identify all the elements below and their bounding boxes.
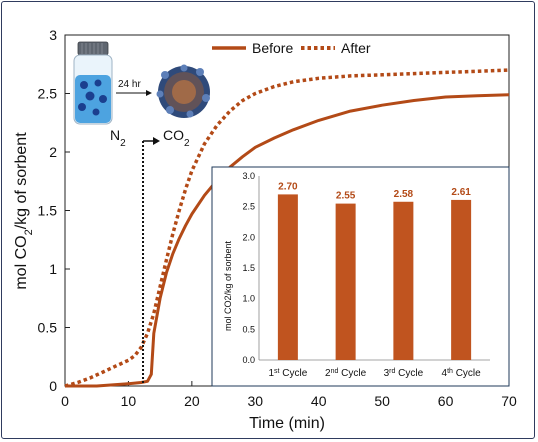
soak-time-label: 24 hr — [118, 79, 141, 90]
x-tick-label: 50 — [374, 393, 390, 409]
y-tick-label: 0 — [49, 378, 57, 394]
inset-y-tick-label: 3.0 — [242, 171, 255, 181]
inset-bar-value-label: 2.58 — [394, 189, 414, 200]
series-line-after — [64, 68, 510, 388]
gas-from-label: N2 — [110, 127, 126, 149]
x-tick-label: 60 — [438, 393, 454, 409]
gas-switch-arrow-head — [153, 137, 160, 145]
y-tick-label: 2 — [49, 144, 57, 160]
inset-y-tick-label: 0.5 — [242, 324, 255, 334]
inset-bar-value-label: 2.70 — [278, 181, 298, 192]
y-axis-title-pre: mol CO — [13, 235, 30, 289]
inset-y-axis: 0.0 0.5 1.0 1.5 2.0 2.5 3.0 — [242, 171, 255, 365]
x-tick-label: 40 — [311, 393, 327, 409]
inset-y-tick-label: 2.0 — [242, 232, 255, 242]
x-tick-label: 30 — [247, 393, 263, 409]
y-axis-title-post: /kg of sorbent — [13, 132, 30, 230]
x-axis-title: Time (min) — [249, 415, 325, 432]
inset-bar-value-label: 2.61 — [451, 187, 471, 198]
y-tick-label: 3 — [49, 27, 57, 43]
inset-bar — [277, 194, 298, 360]
legend-label-before: Before — [252, 40, 293, 56]
y-tick-label: 1 — [49, 261, 57, 277]
legend: Before After — [212, 40, 371, 56]
inset-y-axis-title: mol CO2/kg of sorbent — [223, 240, 233, 331]
inset-bar — [393, 201, 414, 360]
x-tick-label: 20 — [184, 393, 200, 409]
vial-illustration — [73, 41, 113, 125]
y-tick-label: 0.5 — [38, 320, 58, 336]
x-tick-label: 70 — [501, 393, 517, 409]
gas-to-label: CO2 — [163, 127, 190, 149]
inset-y-tick-label: 1.5 — [242, 263, 255, 273]
inset-category-label: 1st Cycle — [268, 368, 307, 380]
inset-y-tick-label: 0.0 — [242, 355, 255, 365]
series-layer — [64, 68, 510, 388]
inset-bar-value-label: 2.55 — [336, 191, 356, 202]
soak-arrow-head — [146, 90, 152, 96]
inset-y-tick-label: 1.0 — [242, 294, 255, 304]
nanoparticle-illustration — [156, 64, 210, 118]
inset-bars: 2.70 1st Cycle 2.55 2nd Cycle 2.58 3rd Cycle 2… — [268, 181, 481, 379]
inset-bar — [451, 199, 472, 360]
y-axis-title: mol CO2/kg of sorbent — [13, 132, 35, 290]
y-axis-title-sub: 2 — [23, 229, 35, 235]
series-line-before — [65, 93, 510, 388]
inset-category-label: 4th Cycle — [442, 368, 482, 380]
y-axis: 0 0.5 1 1.5 2 2.5 3 — [38, 27, 70, 394]
inset-y-tick-label: 2.5 — [242, 202, 255, 212]
x-tick-label: 0 — [61, 393, 69, 409]
inset-category-label: 2nd Cycle — [325, 368, 367, 380]
y-tick-label: 1.5 — [38, 203, 58, 219]
x-tick-label: 10 — [121, 393, 137, 409]
inset-bar — [335, 203, 356, 360]
inset-category-label: 3rd Cycle — [384, 368, 424, 380]
legend-label-after: After — [341, 40, 371, 56]
y-tick-label: 2.5 — [38, 86, 58, 102]
